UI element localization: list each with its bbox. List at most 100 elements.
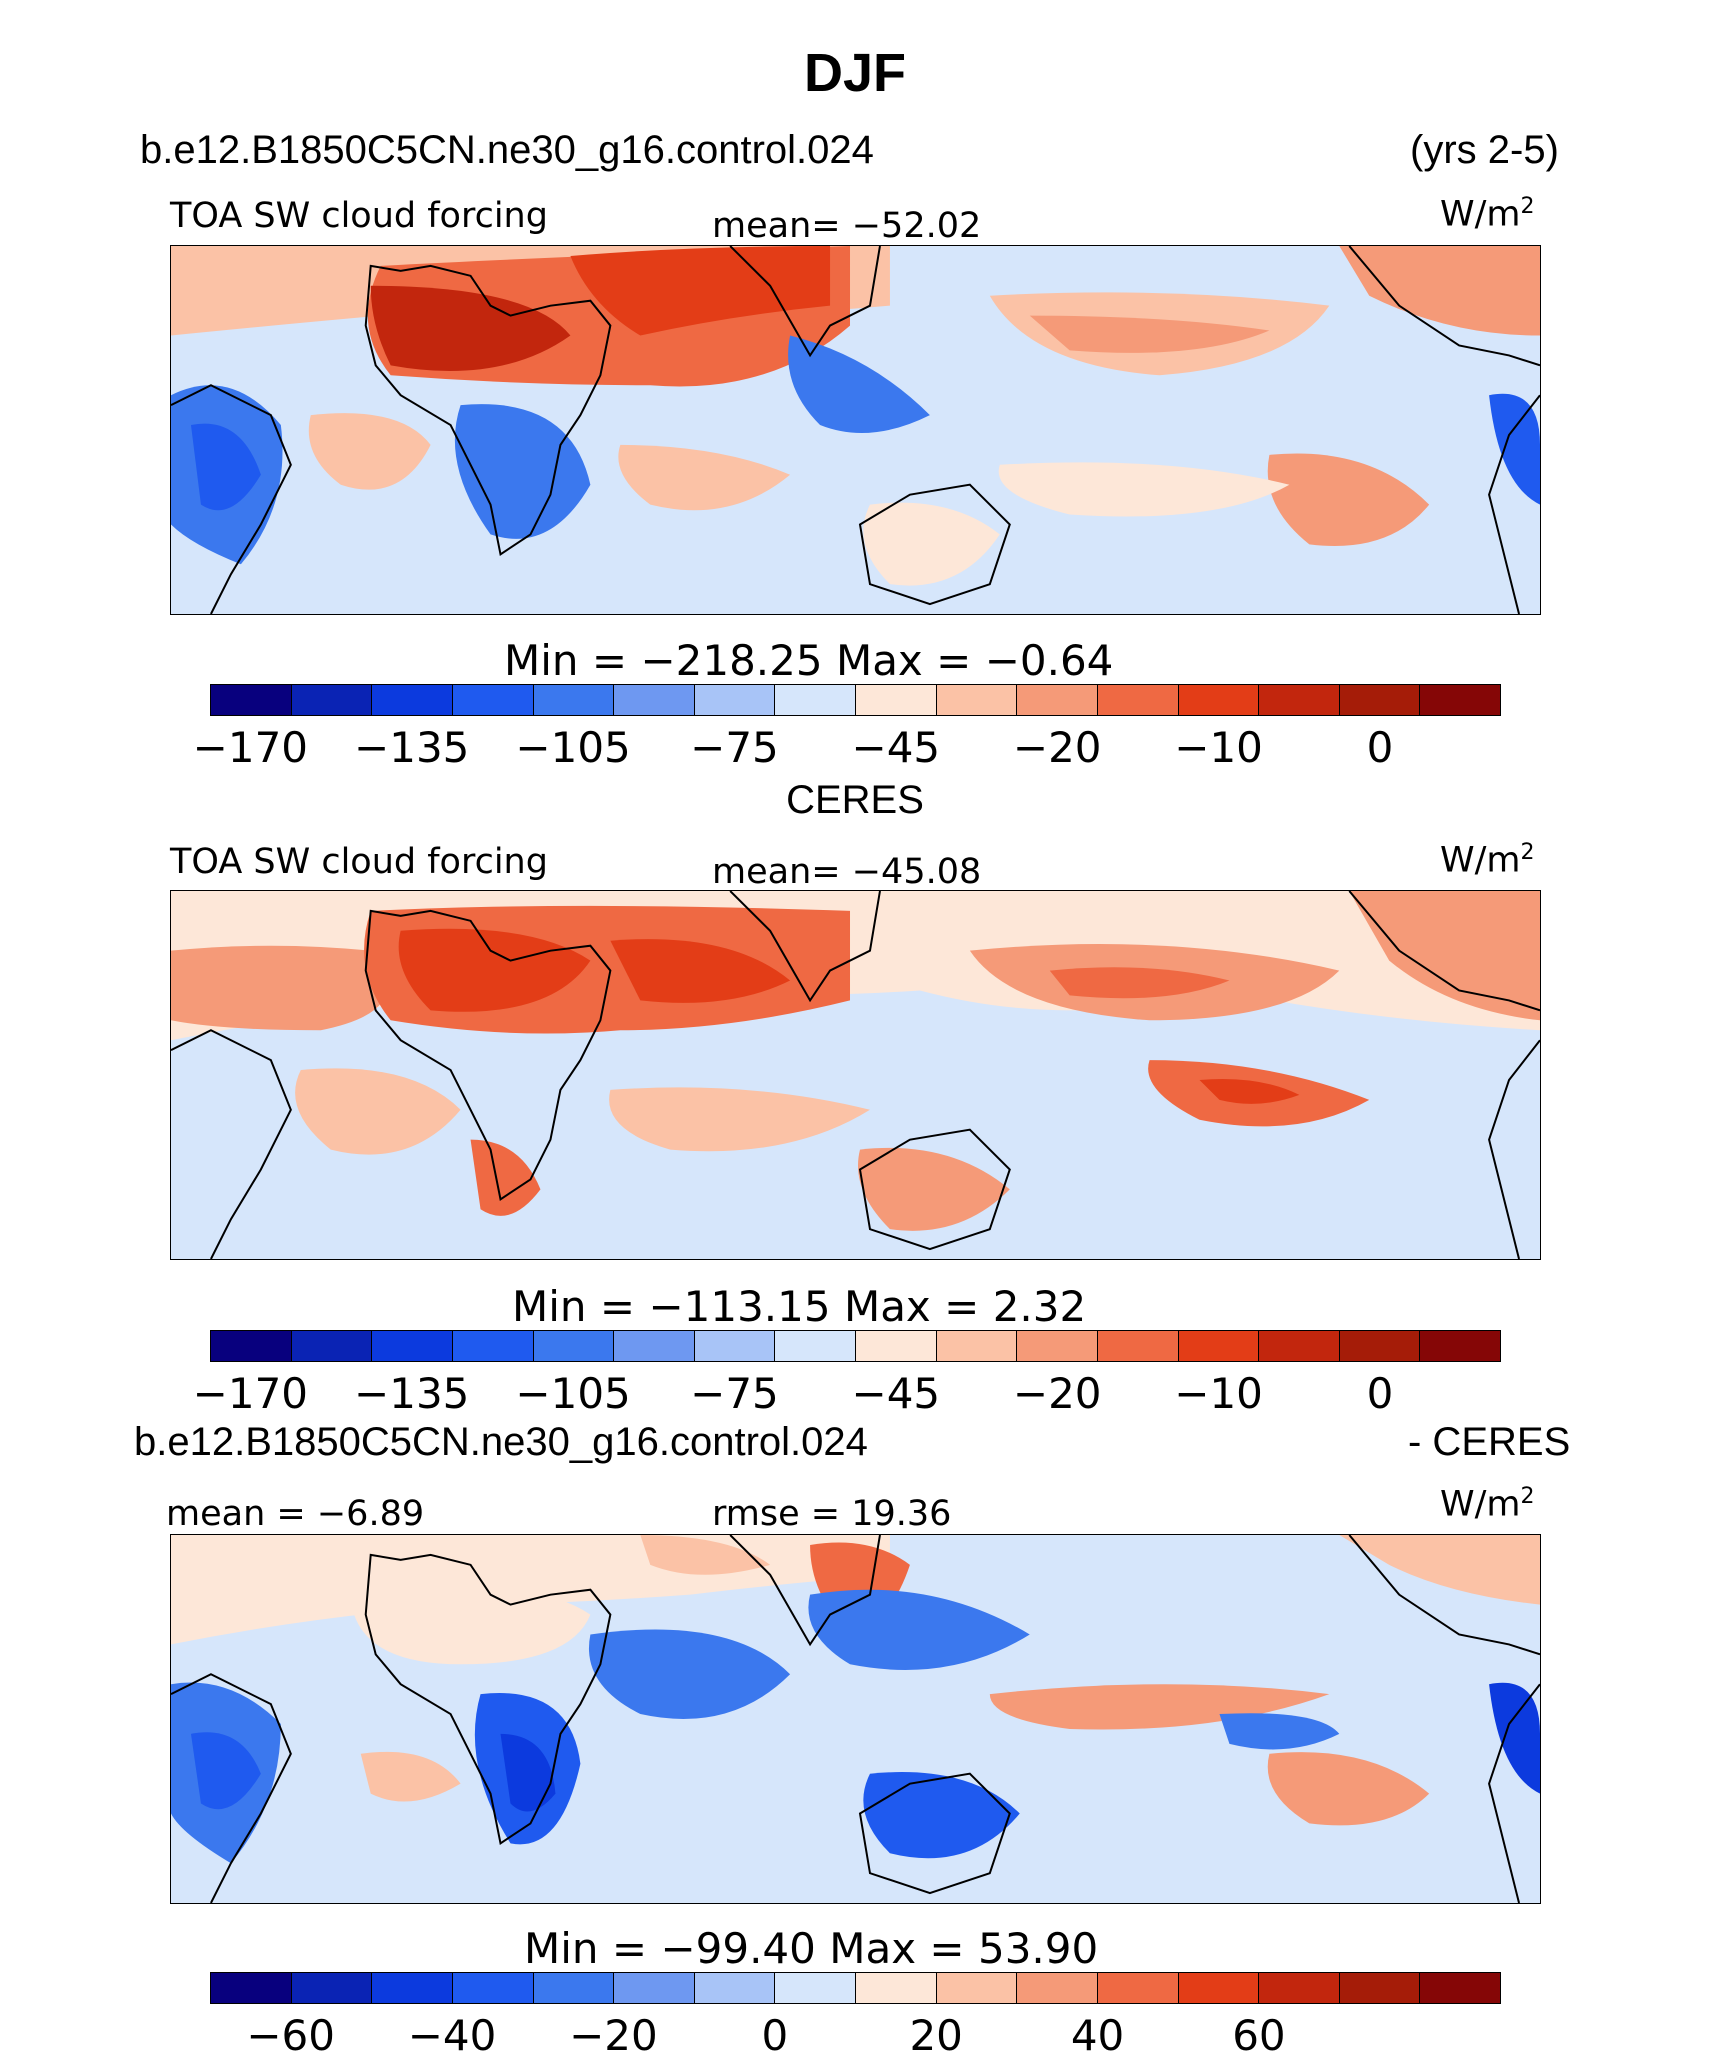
colorbar-tick-label: −60 <box>246 2011 336 2060</box>
map-panel-obs <box>170 890 1541 1260</box>
colorbar-swatch <box>1420 685 1500 715</box>
map-panel-model <box>170 245 1541 615</box>
units-text: W/m <box>1440 840 1521 881</box>
min-label: Min = <box>524 1924 648 1973</box>
colorbar-swatch <box>1017 1973 1098 2003</box>
field-region <box>190 1732 261 1810</box>
field-region <box>788 335 930 433</box>
colorbar-tick-label: −75 <box>690 723 779 772</box>
colorbar-swatch <box>1339 1331 1421 1361</box>
min-value: −113.15 <box>648 1282 831 1331</box>
colorbar-swatch <box>1259 1973 1340 2003</box>
coastline <box>364 909 612 1201</box>
field-region <box>863 1772 1020 1859</box>
coastline <box>1348 1535 1540 1656</box>
coastline <box>858 1128 1011 1251</box>
field-region <box>1339 1535 1540 1605</box>
colorbar-swatch <box>775 1331 856 1361</box>
max-value: 53.90 <box>977 1924 1099 1973</box>
colorbar-swatch <box>533 1973 615 2003</box>
field-region <box>1219 1713 1340 1750</box>
units-superscript: 2 <box>1520 194 1535 219</box>
colorbar-swatch <box>452 685 534 715</box>
field-region <box>609 1087 870 1152</box>
mean-readout: mean= −52.02 <box>712 206 981 246</box>
field-region <box>618 444 791 511</box>
field-region <box>640 1535 771 1575</box>
field-region <box>360 1751 461 1802</box>
colorbar-swatch <box>936 685 1018 715</box>
units-label: W/m2 <box>1440 840 1535 881</box>
colorbar-tick-label: 60 <box>1232 2011 1286 2060</box>
field-region <box>1049 967 1230 999</box>
colorbar-swatch <box>1420 1973 1500 2003</box>
colorbar-swatch <box>533 1331 615 1361</box>
coastline <box>364 1553 612 1845</box>
rmse-value: 19.36 <box>851 1494 952 1534</box>
field-region <box>398 928 591 1012</box>
colorbar-swatch <box>1178 1973 1260 2003</box>
field-region <box>1267 453 1430 547</box>
field-region <box>1349 891 1540 1021</box>
field-region <box>308 413 431 490</box>
map-svg-obs <box>171 891 1540 1259</box>
minmax-readout: Min = −218.25 Max = −0.64 <box>504 636 1113 685</box>
diff-case-name: b.e12.B1850C5CN.ne30_g16.control.024 <box>134 1420 868 1464</box>
coastline <box>171 1673 292 1903</box>
colorbar-swatch <box>533 685 615 715</box>
field-region <box>989 1684 1330 1730</box>
colorbar-tick-label: −10 <box>1174 1369 1263 1418</box>
field-region <box>857 1147 1010 1231</box>
colorbar-swatch <box>856 1331 937 1361</box>
max-label: Max = <box>843 1282 980 1331</box>
max-label: Max = <box>835 636 972 685</box>
field-region <box>1029 315 1270 353</box>
field-region <box>370 285 571 372</box>
min-value: −99.40 <box>660 1924 816 1973</box>
colorbar-swatch <box>452 1331 534 1361</box>
field-region <box>454 404 591 539</box>
field-region <box>998 462 1290 517</box>
colorbar-swatch <box>614 1973 695 2003</box>
variable-label: TOA SW cloud forcing <box>170 842 548 882</box>
minmax-readout: Min = −113.15 Max = 2.32 <box>512 1282 1086 1331</box>
colorbar-tick-label: −45 <box>851 1369 941 1418</box>
colorbar-swatch <box>211 1331 292 1361</box>
colorbar-swatch <box>694 1973 776 2003</box>
colorbar-swatch <box>452 1973 534 2003</box>
mean-label: mean = <box>166 1494 306 1534</box>
colorbar-tick-label: −20 <box>569 2011 658 2060</box>
colorbar-swatch <box>1420 1331 1500 1361</box>
colorbar-swatch <box>291 1331 373 1361</box>
min-label: Min = <box>504 636 628 685</box>
coastline <box>171 384 292 614</box>
map-svg-difference <box>171 1535 1540 1903</box>
colorbar-swatch <box>372 1973 453 2003</box>
coastline <box>1488 394 1540 614</box>
colorbar-tick-label: 0 <box>761 2011 789 2060</box>
colorbar-swatch <box>1097 1331 1179 1361</box>
field-region <box>190 423 261 511</box>
coastline <box>364 264 612 556</box>
colorbar-swatch <box>936 1973 1018 2003</box>
units-text: W/m <box>1440 194 1521 235</box>
colorbar-swatch <box>775 685 856 715</box>
max-value: −0.64 <box>984 636 1114 685</box>
colorbar-swatch <box>1017 685 1098 715</box>
field-region <box>610 939 791 1003</box>
mean-value: −45.08 <box>851 852 982 892</box>
colorbar-tick-label: −75 <box>690 1369 779 1418</box>
units-superscript: 2 <box>1520 840 1535 865</box>
coastline <box>729 1535 881 1647</box>
coastline <box>858 483 1011 606</box>
colorbar-tick-label: −170 <box>192 1369 309 1418</box>
mean-readout: mean= −45.08 <box>712 852 981 892</box>
field-region <box>295 1068 461 1155</box>
colorbar-swatch <box>1339 685 1421 715</box>
colorbar-tick-label: −135 <box>354 723 470 772</box>
coastline <box>1348 891 1540 1012</box>
page-title: DJF <box>803 43 906 103</box>
colorbar-swatch <box>856 1973 937 2003</box>
colorbar-swatch <box>1339 1973 1421 2003</box>
rmse-readout: rmse = 19.36 <box>712 1494 951 1534</box>
